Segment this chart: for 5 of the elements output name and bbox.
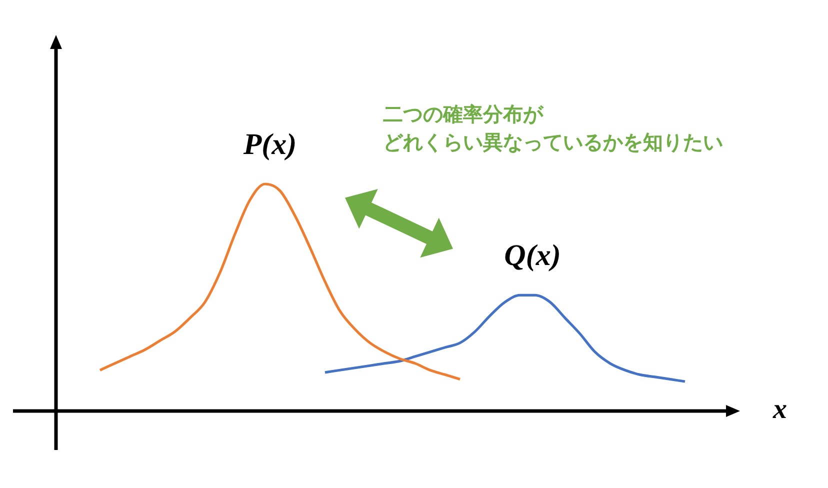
series-label: Q(x) [504,238,561,272]
text: 二つの確率分布が [383,102,544,126]
series-label: P(x) [242,128,297,161]
text: どれくらい異なっているかを知りたい [383,130,723,154]
x-axis-title: x [772,394,787,426]
